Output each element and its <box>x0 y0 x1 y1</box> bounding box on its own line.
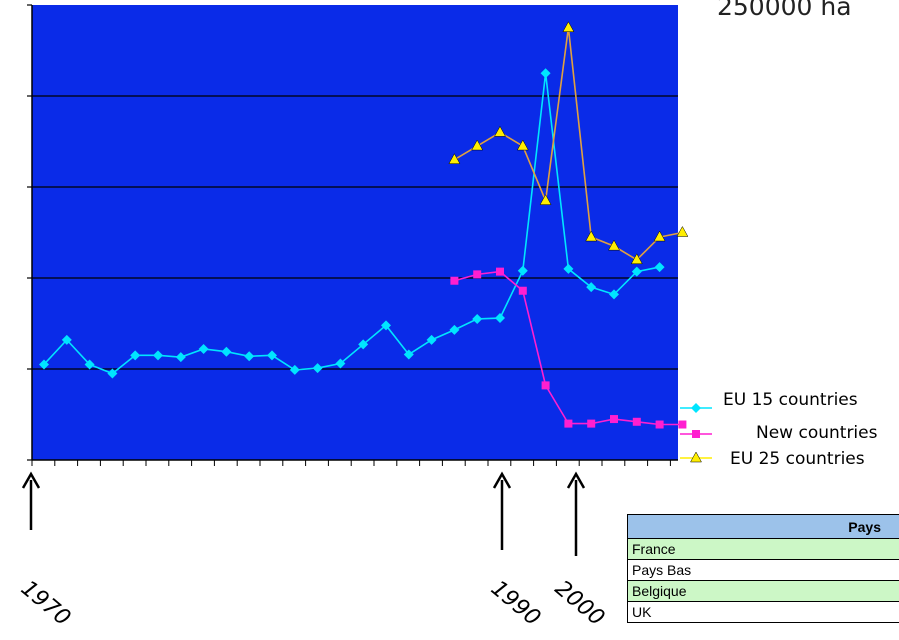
data-point <box>403 349 414 360</box>
data-point <box>540 68 551 79</box>
data-point <box>244 351 255 362</box>
data-point <box>39 359 49 370</box>
axes <box>27 4 678 466</box>
data-point <box>495 313 505 324</box>
year-arrow-head <box>566 471 586 489</box>
legend-marker <box>691 403 701 413</box>
data-point <box>539 194 552 205</box>
data-point <box>516 139 529 151</box>
data-point <box>221 346 232 357</box>
data-point <box>267 350 277 361</box>
table-row: Pays Bas <box>627 559 899 581</box>
series-layer <box>39 21 689 429</box>
data-point <box>632 417 641 426</box>
data-point <box>175 352 186 363</box>
data-point <box>335 358 346 369</box>
series-3 <box>448 21 689 265</box>
data-point <box>631 266 642 277</box>
data-point <box>130 350 141 361</box>
legend-label-eu15: EU 15 countries <box>723 390 858 410</box>
data-point <box>653 230 666 242</box>
data-point <box>312 363 323 374</box>
legend-label-eu25: EU 25 countries <box>730 449 865 469</box>
data-point <box>450 276 459 285</box>
series-2 <box>450 267 687 429</box>
data-point <box>198 343 209 354</box>
year-arrows <box>21 471 586 556</box>
data-point <box>587 419 596 428</box>
data-point <box>84 359 95 370</box>
data-point <box>471 139 484 151</box>
data-point <box>494 125 506 137</box>
series-line <box>43 73 660 375</box>
data-point <box>610 415 618 424</box>
table-header: Pays <box>627 514 899 539</box>
table-row: France <box>627 538 899 560</box>
data-point <box>473 270 482 279</box>
data-point <box>426 334 437 345</box>
table-row: Belgique <box>627 580 899 602</box>
year-arrow-head <box>492 471 512 489</box>
data-point <box>472 313 483 324</box>
year-arrow-head <box>21 471 41 489</box>
data-point <box>153 350 163 361</box>
legend-marker <box>690 451 702 463</box>
data-point <box>517 265 528 276</box>
data-point <box>655 420 664 429</box>
data-point <box>586 282 597 293</box>
data-point <box>609 289 619 300</box>
data-point <box>289 364 300 375</box>
data-point <box>381 320 391 331</box>
data-point <box>562 21 575 32</box>
data-point <box>61 334 72 345</box>
gridlines <box>32 95 678 370</box>
legend-markers <box>680 403 712 463</box>
data-point <box>358 339 369 350</box>
data-point <box>676 225 689 237</box>
legend-marker <box>692 430 700 438</box>
data-point <box>654 262 665 273</box>
corner-unit-label: 250000 ha <box>717 0 852 21</box>
data-point <box>564 419 573 428</box>
table-row: UK <box>627 601 899 623</box>
legend-label-new: New countries <box>756 423 878 443</box>
data-point <box>630 253 643 265</box>
data-point <box>107 368 118 379</box>
countries-table: Pays France Pays Bas Belgique UK <box>627 514 899 623</box>
data-point <box>608 239 620 251</box>
data-point <box>563 263 574 274</box>
data-point <box>585 230 598 242</box>
data-point <box>449 324 460 335</box>
data-point <box>678 420 687 429</box>
data-point <box>518 286 527 295</box>
plot-area <box>32 5 678 460</box>
data-point <box>496 267 504 276</box>
data-point <box>448 153 461 164</box>
series-1 <box>39 68 665 379</box>
data-point <box>541 381 550 390</box>
